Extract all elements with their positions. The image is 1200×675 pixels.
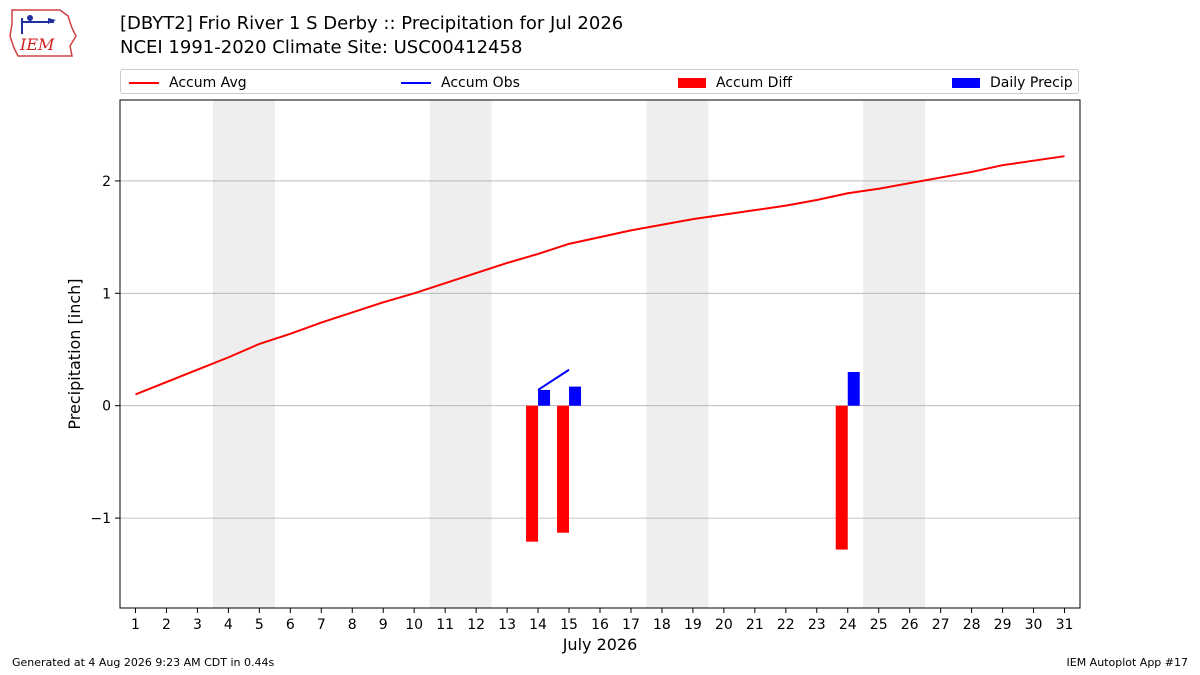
chart-title: [DBYT2] Frio River 1 S Derby :: Precipit… — [120, 12, 623, 60]
y-tick-label: 0 — [102, 399, 111, 415]
legend-swatch-accum-avg — [129, 81, 159, 84]
weekend-shade — [646, 100, 709, 608]
y-tick-label: 2 — [102, 174, 111, 190]
x-tick-label: 2 — [162, 617, 171, 633]
legend-swatch-accum-diff — [678, 77, 706, 88]
x-tick-label: 14 — [529, 617, 547, 633]
x-tick-label: 31 — [1056, 617, 1074, 633]
footer-app: IEM Autoplot App #17 — [1066, 656, 1189, 669]
x-tick-label: 28 — [963, 617, 981, 633]
x-tick-label: 1 — [131, 617, 140, 633]
y-tick-label: −1 — [90, 511, 111, 527]
accum-avg-line — [135, 155, 1065, 396]
x-tick-label: 19 — [684, 617, 702, 633]
x-tick-label: 21 — [746, 617, 764, 633]
x-tick-label: 23 — [808, 617, 826, 633]
x-tick-label: 4 — [224, 617, 233, 633]
footer-generated: Generated at 4 Aug 2026 9:23 AM CDT in 0… — [12, 656, 275, 669]
x-tick-label: 9 — [379, 617, 388, 633]
x-tick-label: 20 — [715, 617, 733, 633]
legend-label-accum-avg: Accum Avg — [169, 74, 247, 91]
x-tick-label: 15 — [560, 617, 578, 633]
x-tick-label: 25 — [870, 617, 888, 633]
legend-label-accum-diff: Accum Diff — [716, 74, 793, 91]
weekend-shade — [212, 100, 275, 608]
x-tick-label: 17 — [622, 617, 640, 633]
legend-item-accum-avg: Accum Avg — [129, 70, 247, 95]
legend-label-accum-obs: Accum Obs — [441, 74, 520, 91]
daily-precip-bar — [569, 386, 582, 406]
weekend-shade — [863, 100, 926, 608]
x-tick-label: 30 — [1025, 617, 1043, 633]
x-tick-label: 16 — [591, 617, 609, 633]
x-tick-label: 5 — [255, 617, 264, 633]
x-tick-label: 8 — [348, 617, 357, 633]
x-tick-label: 13 — [498, 617, 516, 633]
accum-diff-bar — [835, 405, 848, 550]
title-line-1: [DBYT2] Frio River 1 S Derby :: Precipit… — [120, 13, 624, 34]
daily-precip-bar — [847, 371, 860, 406]
x-tick-label: 22 — [777, 617, 795, 633]
y-tick-label: 1 — [102, 286, 111, 302]
legend-item-accum-obs: Accum Obs — [401, 70, 520, 95]
title-line-2: NCEI 1991-2020 Climate Site: USC00412458 — [120, 37, 523, 58]
x-tick-label: 12 — [467, 617, 485, 633]
x-tick-label: 26 — [901, 617, 919, 633]
x-tick-label: 11 — [436, 617, 454, 633]
x-tick-label: 10 — [405, 617, 423, 633]
accum-obs-line — [537, 368, 570, 391]
daily-precip-bar — [538, 389, 551, 406]
svg-text:IEM: IEM — [19, 35, 55, 54]
y-axis-label: Precipitation [inch] — [65, 278, 84, 429]
legend: Accum Avg Accum Obs Accum Diff Daily Pre… — [120, 69, 1079, 94]
x-tick-label: 18 — [653, 617, 671, 633]
legend-swatch-accum-obs — [401, 81, 431, 84]
weekend-shade — [429, 100, 492, 608]
x-tick-label: 6 — [286, 617, 295, 633]
accum-diff-bar — [557, 405, 570, 533]
x-tick-label: 24 — [839, 617, 857, 633]
x-tick-label: 7 — [317, 617, 326, 633]
legend-label-daily-precip: Daily Precip — [990, 74, 1073, 91]
legend-item-daily-precip: Daily Precip — [952, 70, 1073, 95]
x-tick-label: 29 — [994, 617, 1012, 633]
accum-diff-bar — [526, 405, 539, 542]
x-axis-label: July 2026 — [562, 635, 638, 654]
iem-logo-icon: IEM — [9, 9, 77, 57]
x-tick-label: 27 — [932, 617, 950, 633]
legend-item-accum-diff: Accum Diff — [678, 70, 792, 95]
plot-frame — [119, 99, 1081, 609]
x-tick-label: 3 — [193, 617, 202, 633]
legend-swatch-daily-precip — [952, 77, 980, 88]
